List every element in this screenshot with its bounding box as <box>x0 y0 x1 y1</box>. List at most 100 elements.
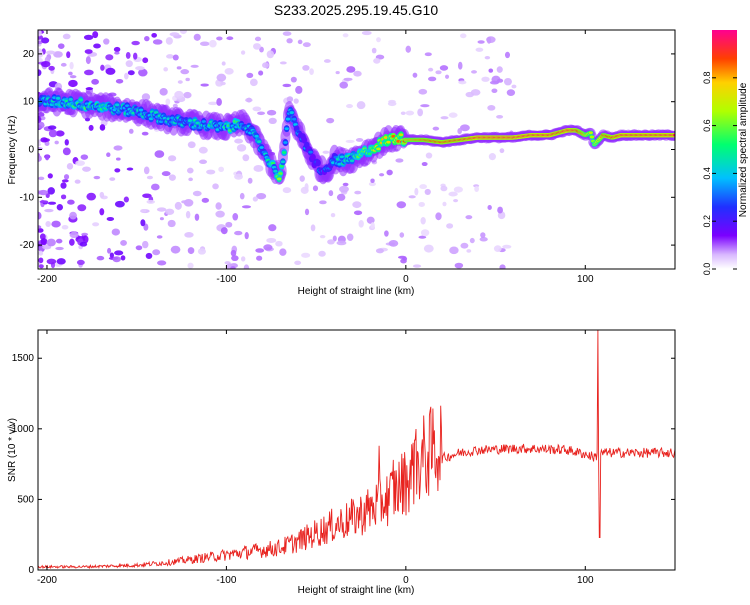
spectrogram-noise-cell <box>44 140 50 146</box>
spectrogram-noise-cell <box>253 165 264 172</box>
spectrogram-noise-cell <box>47 201 57 205</box>
spectrogram-noise-cell <box>379 173 385 177</box>
spectrogram-noise-cell <box>242 154 250 162</box>
spectrogram-noise-cell <box>56 258 66 265</box>
spectrogram-noise-cell <box>499 264 506 269</box>
spectrogram-noise-cell <box>38 257 44 264</box>
spectrogram-noise-cell <box>128 128 134 134</box>
spectrogram-y-tick-label: 20 <box>23 49 35 60</box>
spectrogram-y-label: Frequency (Hz) <box>7 116 18 185</box>
spectrogram-noise-cell <box>114 168 121 173</box>
colorbar-ticks: 0.0 0.2 0.4 0.6 0.8 <box>702 72 737 276</box>
spectrogram-noise-cell <box>82 235 89 244</box>
spectrogram-noise-cell <box>336 193 346 201</box>
spectrogram-noise-cell <box>342 182 349 187</box>
spectrogram-noise-cell <box>266 237 277 243</box>
spectrogram-noise-cell <box>221 61 226 66</box>
spectrogram-noise-cell <box>484 55 491 60</box>
spectrogram-noise-cell <box>206 169 216 175</box>
spectrogram-noise-cell <box>212 183 219 190</box>
spectrogram-y-ticks: -20 -10 0 10 20 <box>20 49 675 251</box>
spectrogram-noise-cell <box>387 101 397 107</box>
spectrogram-noise-cell <box>187 141 196 149</box>
snr-y-label: SNR (10 * v/v) <box>7 418 18 482</box>
spectrogram-noise-cell <box>400 111 406 115</box>
spectrogram-noise-cell <box>299 175 305 182</box>
spectrogram-noise-cell <box>41 37 50 44</box>
spectrogram-noise-cell <box>268 224 277 232</box>
spectrogram-noise-cell <box>40 238 48 246</box>
spectrogram-noise-cell <box>240 50 246 55</box>
spectrogram-noise-cell <box>428 76 437 82</box>
spectrogram-noise-cell <box>475 47 484 52</box>
spectrogram-noise-cell <box>64 139 69 146</box>
spectrogram-x-label: Height of straight line (km) <box>298 286 415 297</box>
spectrogram-noise-cell <box>460 33 467 39</box>
spectrogram-noise-cell <box>245 97 253 103</box>
spectrogram-noise-cell <box>57 43 65 49</box>
spectrogram-noise-cell <box>113 145 123 151</box>
colorbar-tick-label: 0.8 <box>702 72 712 85</box>
spectrogram-core-cell <box>78 98 83 102</box>
spectrogram-noise-cell <box>55 238 63 244</box>
spectrogram-noise-cell <box>339 185 349 193</box>
spectrogram-noise-cell <box>368 181 376 187</box>
spectrogram-noise-cell <box>480 232 486 238</box>
spectrogram-noise-cell <box>151 32 157 38</box>
spectrogram-noise-cell <box>232 213 239 221</box>
spectrogram-noise-cell <box>92 222 100 227</box>
spectrogram-noise-cell <box>243 264 250 269</box>
spectrogram-core-cell <box>256 140 262 144</box>
spectrogram-noise-cell <box>38 211 42 220</box>
spectrogram-y-tick-label: 0 <box>28 145 34 156</box>
spectrogram-noise-cell <box>361 30 372 36</box>
spectrogram-noise-cell <box>319 200 327 205</box>
spectrogram-noise-cell <box>336 240 347 246</box>
spectrogram-noise-cell <box>62 33 71 40</box>
spectrogram-noise-cell <box>256 192 267 200</box>
spectrogram-noise-cell <box>68 71 73 76</box>
spectrogram-noise-cell <box>499 148 505 154</box>
spectrogram-noise-cell <box>115 157 121 161</box>
spectrogram-noise-cell <box>201 197 210 203</box>
colorbar-tick-label: 0.0 <box>702 263 712 276</box>
spectrogram-core-cell <box>293 123 298 126</box>
spectrogram-noise-cell <box>69 231 79 239</box>
spectrogram-noise-cell <box>353 70 362 77</box>
spectrogram-noise-cell <box>142 193 152 199</box>
spectrogram-noise-cell <box>279 61 287 65</box>
spectrogram-noise-cell <box>216 36 223 41</box>
spectrogram-noise-cell <box>215 210 225 218</box>
spectrogram-noise-cell <box>246 72 254 79</box>
spectrogram-noise-cell <box>240 256 246 262</box>
spectrogram-noise-cell <box>154 150 165 158</box>
spectrogram-noise-cell <box>442 201 447 207</box>
spectrogram-noise-cell <box>234 230 243 236</box>
spectrogram-noise-cell <box>199 41 210 46</box>
spectrogram-noise-cell <box>45 220 51 227</box>
spectrogram-noise-cell <box>466 249 472 253</box>
spectrogram-noise-cell <box>79 241 88 247</box>
spectrogram-noise-cell <box>142 57 149 64</box>
snr-series-line <box>38 330 675 570</box>
spectrogram-core-cell <box>138 108 144 112</box>
spectrogram-noise-cell <box>293 98 299 104</box>
spectrogram-noise-cell <box>215 202 222 210</box>
spectrogram-noise-cell <box>45 50 56 55</box>
spectrogram-noise-cell <box>504 51 510 59</box>
spectrogram-x-tick-label: 0 <box>403 274 409 285</box>
spectrogram-noise-cell <box>120 255 126 261</box>
spectrogram-core-cell <box>292 117 297 121</box>
spectrogram-noise-cell <box>56 204 64 211</box>
spectrogram-noise-cell <box>257 111 266 116</box>
spectrogram-noise-cell <box>88 124 94 131</box>
spectrogram-noise-cell <box>502 244 512 249</box>
spectrogram-noise-cell <box>38 69 42 77</box>
spectrogram-core-cell <box>114 103 120 107</box>
spectrogram-noise-cell <box>99 124 106 131</box>
spectrogram-noise-cell <box>38 48 42 52</box>
spectrogram-noise-cell <box>80 154 89 160</box>
snr-y-tick-label: 500 <box>17 494 34 505</box>
spectrogram-core-cell <box>308 150 313 154</box>
